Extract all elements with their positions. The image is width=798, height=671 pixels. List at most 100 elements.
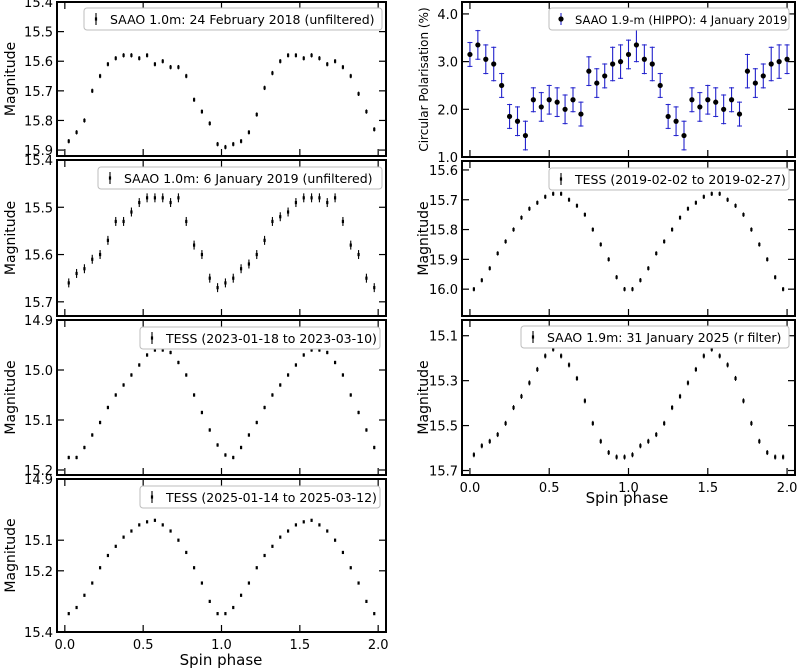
- x-tick-label: 0.0: [54, 638, 75, 653]
- data-point: [122, 219, 125, 224]
- y-tick-label: 15.5: [429, 420, 458, 435]
- data-point: [504, 239, 507, 244]
- data-point: [633, 42, 640, 48]
- data-point: [75, 455, 78, 460]
- legend-box: [83, 7, 383, 31]
- data-point: [279, 215, 282, 219]
- data-point: [247, 130, 251, 134]
- x-tick-label: 1.0: [211, 638, 232, 653]
- legend-label: TESS (2019-02-02 to 2019-02-27): [574, 172, 786, 187]
- data-point: [161, 523, 164, 527]
- data-point: [681, 132, 687, 139]
- y-tick-label: 15.9: [24, 144, 53, 159]
- data-point: [496, 251, 499, 256]
- data-point: [599, 242, 602, 247]
- data-point: [98, 252, 102, 257]
- data-point: [192, 566, 196, 570]
- y-tick-label: 2.0: [437, 103, 458, 118]
- x-tick-label: 2.0: [777, 481, 798, 496]
- legend-box: [139, 485, 381, 509]
- x-tick-label: 1.5: [289, 638, 310, 653]
- legend-label: SAAO 1.9-m (HIPPO): 4 January 2019: [575, 13, 787, 27]
- data-point: [200, 410, 204, 415]
- data-point: [623, 455, 626, 459]
- y-tick-label: 15.4: [24, 626, 53, 641]
- data-point: [161, 196, 164, 200]
- data-point: [472, 453, 475, 457]
- y-tick-label: 15.1: [24, 534, 53, 549]
- data-point: [552, 192, 555, 196]
- data-point: [153, 196, 157, 200]
- x-tick-label: 2.0: [368, 638, 389, 653]
- data-point: [467, 51, 473, 58]
- data-point: [655, 251, 658, 256]
- y-tick-label: 15.8: [429, 224, 458, 239]
- data-point: [200, 252, 204, 257]
- data-point: [538, 104, 544, 110]
- data-point: [208, 599, 211, 603]
- data-point: [145, 196, 149, 200]
- data-point: [349, 243, 352, 247]
- data-point: [208, 121, 211, 126]
- y-tick-label: 15.5: [24, 201, 53, 216]
- data-point: [655, 432, 658, 437]
- data-point: [504, 421, 507, 425]
- legend-marker: [150, 336, 154, 340]
- data-point: [310, 196, 313, 200]
- y-tick-label: 15.4: [24, 154, 53, 169]
- y-axis-label: Magnitude: [3, 360, 19, 434]
- data-point: [177, 196, 180, 200]
- data-point: [255, 112, 258, 117]
- y-tick-label: 15.6: [24, 55, 53, 70]
- data-point: [83, 593, 86, 597]
- y-tick-label: 15.2: [24, 565, 53, 580]
- data-point: [570, 97, 576, 103]
- data-point: [678, 394, 682, 398]
- data-point: [302, 520, 305, 524]
- y-tick-label: 15.7: [24, 85, 53, 100]
- y-tick-label: 14.9: [24, 314, 53, 329]
- data-point: [562, 106, 568, 112]
- x-tick-label: 0.0: [460, 481, 481, 496]
- data-point: [625, 51, 632, 58]
- y-tick-label: 15.1: [24, 414, 53, 429]
- data-point: [663, 421, 666, 425]
- data-point: [130, 373, 133, 377]
- data-point: [318, 523, 321, 527]
- data-point: [702, 195, 705, 199]
- data-point: [578, 111, 584, 117]
- data-point: [530, 97, 536, 103]
- data-point: [192, 393, 196, 397]
- data-point: [689, 97, 695, 103]
- data-point: [357, 410, 360, 415]
- x-tick-label: 1.5: [697, 481, 718, 496]
- data-point: [224, 281, 227, 285]
- data-point: [75, 605, 78, 610]
- data-point: [610, 61, 616, 67]
- data-point: [591, 227, 594, 232]
- data-point: [671, 227, 674, 232]
- data-point: [318, 56, 321, 60]
- data-point: [326, 529, 329, 533]
- legend-marker: [531, 335, 535, 339]
- data-point: [671, 406, 674, 410]
- data-point: [475, 42, 481, 48]
- data-point: [177, 360, 180, 365]
- y-tick-label: 15.7: [429, 465, 458, 480]
- y-tick-label: 3.0: [437, 56, 458, 71]
- data-point: [373, 127, 376, 131]
- data-point: [114, 56, 117, 60]
- data-point: [615, 275, 618, 279]
- data-point: [552, 347, 555, 351]
- data-point: [333, 360, 337, 365]
- data-point: [657, 82, 663, 89]
- y-axis-label: Magnitude: [3, 42, 19, 116]
- panel-tess-2023: 14.9 15.0 15.1 15.2 Magnitude TESS (2023-01-1…: [3, 314, 387, 479]
- data-point: [710, 192, 713, 196]
- data-point: [208, 276, 211, 280]
- data-point: [705, 97, 711, 103]
- data-point: [349, 393, 352, 397]
- data-point: [782, 455, 785, 459]
- data-point: [713, 99, 719, 105]
- y-tick-label: 15.5: [24, 26, 53, 41]
